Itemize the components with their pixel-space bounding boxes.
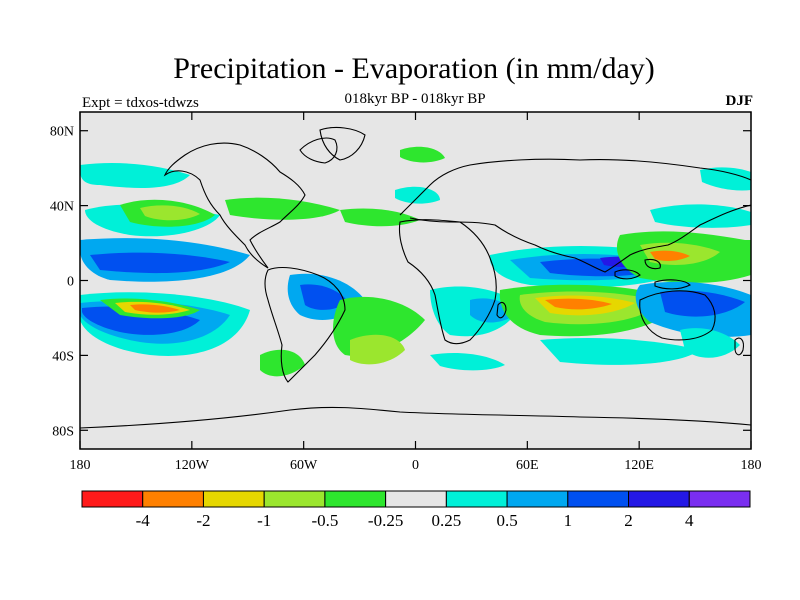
contour-fills <box>80 146 751 377</box>
colorbar-label: 4 <box>685 511 694 530</box>
lat-ticks: 80N 40N 0 40S 80S <box>50 125 751 439</box>
chart-subtitle: 018kyr BP - 018kyr BP <box>344 91 486 107</box>
lat-tick-label: 40S <box>52 349 74 364</box>
colorbar: -4 -2 -1 -0.5 -0.25 0.25 0.5 1 2 4 <box>81 490 751 530</box>
colorbar-swatch <box>445 490 508 508</box>
colorbar-swatch <box>142 490 204 508</box>
lat-tick-label: 40N <box>50 200 74 215</box>
colorbar-label: -4 <box>136 511 151 530</box>
experiment-label: Expt = tdxos-tdwzs <box>82 95 199 111</box>
lon-tick-label: 120W <box>175 458 210 473</box>
colorbar-swatch <box>506 490 569 508</box>
colorbar-label: 0.5 <box>496 511 517 530</box>
colorbar-swatch <box>81 490 144 508</box>
colorbar-swatch <box>263 490 326 508</box>
colorbar-label: -0.25 <box>368 511 403 530</box>
coastlines <box>80 126 751 429</box>
lon-tick-label: 0 <box>412 458 419 473</box>
colorbar-swatch <box>202 490 265 508</box>
chart-title: Precipitation - Evaporation (in mm/day) <box>173 52 655 85</box>
lon-ticks: 180 120W 60W 0 60E 120E 180 <box>70 112 762 473</box>
lon-tick-label: 180 <box>70 458 91 473</box>
lon-tick-label: 60W <box>290 458 318 473</box>
colorbar-swatch <box>324 490 387 508</box>
lon-tick-label: 120E <box>624 458 654 473</box>
colorbar-label: -2 <box>196 511 210 530</box>
season-label: DJF <box>725 93 754 109</box>
lat-tick-label: 0 <box>67 275 74 290</box>
lat-tick-label: 80S <box>52 424 74 439</box>
colorbar-label: 0.25 <box>431 511 461 530</box>
colorbar-label: -1 <box>257 511 271 530</box>
colorbar-swatch <box>628 490 690 508</box>
colorbar-label: -0.5 <box>311 511 338 530</box>
lon-tick-label: 180 <box>741 458 762 473</box>
colorbar-swatch <box>385 490 447 508</box>
lat-tick-label: 80N <box>50 125 74 140</box>
lon-tick-label: 60E <box>516 458 539 473</box>
colorbar-swatch <box>567 490 630 508</box>
colorbar-label: 2 <box>624 511 633 530</box>
colorbar-label: 1 <box>564 511 573 530</box>
colorbar-swatch <box>688 490 751 508</box>
